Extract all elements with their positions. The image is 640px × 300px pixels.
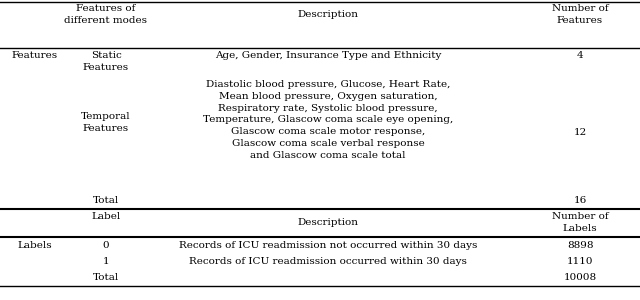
Text: 10008: 10008: [563, 273, 596, 282]
Text: Total: Total: [93, 196, 119, 205]
Text: Features: Features: [12, 51, 58, 60]
Text: 1: 1: [102, 257, 109, 266]
Text: 16: 16: [573, 196, 587, 205]
Text: Total: Total: [93, 273, 119, 282]
Text: Description: Description: [298, 10, 358, 19]
Text: Number of
Labels: Number of Labels: [552, 212, 608, 233]
Text: 1110: 1110: [567, 257, 593, 266]
Text: Static
Features: Static Features: [83, 51, 129, 72]
Text: Records of ICU readmission occurred within 30 days: Records of ICU readmission occurred with…: [189, 257, 467, 266]
Text: 0: 0: [102, 241, 109, 250]
Text: Number of
Features: Number of Features: [552, 4, 608, 25]
Text: Records of ICU readmission not occurred within 30 days: Records of ICU readmission not occurred …: [179, 241, 477, 250]
Text: Features of
different modes: Features of different modes: [65, 4, 147, 25]
Text: Diastolic blood pressure, Glucose, Heart Rate,
Mean blood pressure, Oxygen satur: Diastolic blood pressure, Glucose, Heart…: [203, 80, 453, 160]
Text: Temporal
Features: Temporal Features: [81, 112, 131, 133]
Text: 8898: 8898: [567, 241, 593, 250]
Text: 12: 12: [573, 128, 587, 137]
Text: Labels: Labels: [18, 241, 52, 250]
Text: Description: Description: [298, 218, 358, 227]
Text: Label: Label: [92, 212, 120, 221]
Text: 4: 4: [577, 51, 583, 60]
Text: Age, Gender, Insurance Type and Ethnicity: Age, Gender, Insurance Type and Ethnicit…: [215, 51, 441, 60]
